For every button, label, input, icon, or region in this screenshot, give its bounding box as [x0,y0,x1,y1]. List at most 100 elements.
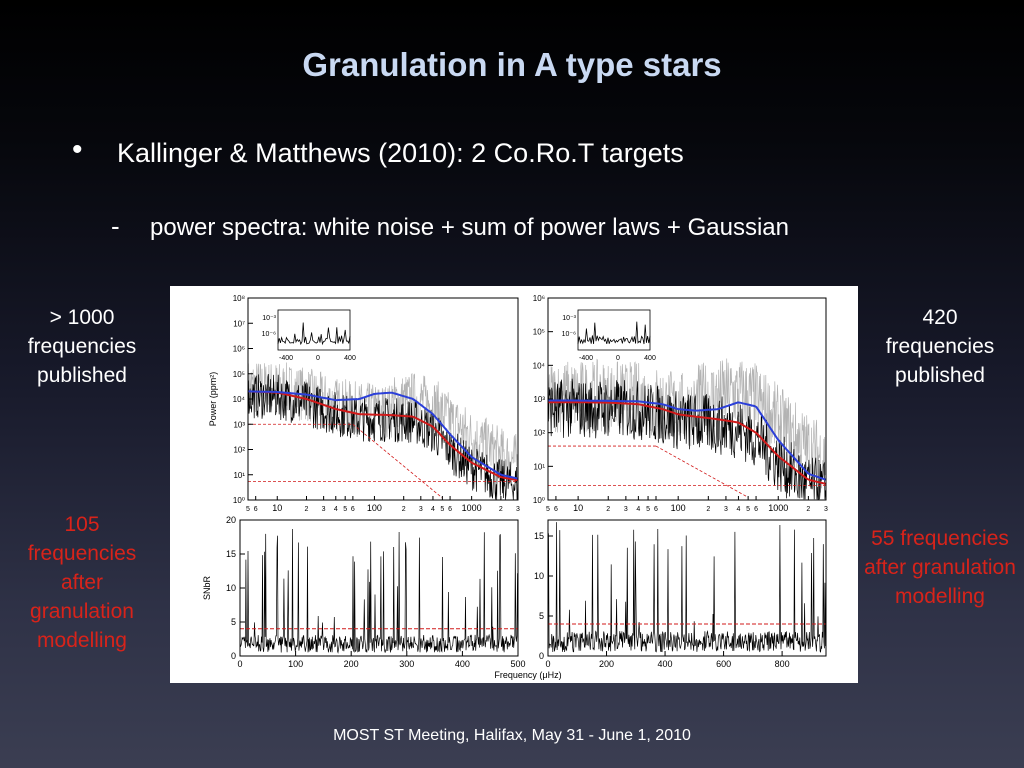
y-tick-label: 5 [539,611,544,621]
x-tick-label: 400 [455,659,470,669]
x-tick-label: 5 [746,506,750,513]
inset-y-label: 10⁻⁶ [262,331,276,338]
y-tick-label: 10 [534,571,544,581]
x-tick-label: 5 [246,506,250,513]
x-tick-label: 6 [754,506,758,513]
inset-y-label: 10⁻⁶ [562,331,576,338]
snr-spectrum-line [239,528,519,654]
x-tick-label: 1000 [768,503,788,513]
right-top-note: 420 frequencies published [885,306,995,387]
y-tick-label: 0 [231,651,236,661]
x-tick-label: 4 [431,506,435,513]
y-tick-label: 10⁶ [233,345,245,354]
x-tick-label: 3 [516,506,520,513]
x-tick-label: 200 [599,659,614,669]
y-tick-label: 10 [226,583,236,593]
x-tick-label: 5 [546,506,550,513]
x-tick-label: 200 [344,659,359,669]
x-tick-label: 5 [440,506,444,513]
x-tick-label: 0 [545,659,550,669]
x-tick-label: 6 [448,506,452,513]
y-tick-label: 10² [233,446,245,455]
y-tick-label: 20 [226,515,236,525]
figure-panel: 10⁰ 10¹ 10² 10³ 10⁴ 10⁵ 10⁶ 10⁷ 10⁸ 5 6 10 2 3 4 5 6 100 2… [170,286,858,683]
y-tick-label: 10¹ [233,471,245,480]
x-tick-label: 4 [334,506,338,513]
x-tick-label: 10 [272,503,282,513]
y-tick-label: 10³ [533,395,545,404]
x-tick-label: 600 [716,659,731,669]
y-tick-label: 10⁴ [233,395,246,404]
x-tick-label: 300 [399,659,414,669]
y-axis-label: Power (ppm²) [208,372,218,427]
x-tick-label: 500 [510,659,525,669]
model-fit-red-line [548,401,827,485]
y-tick-label: 10⁰ [233,496,245,505]
plot-frame [547,519,827,657]
inset-x-label: 400 [644,355,656,362]
y-tick-label: 0 [539,651,544,661]
subbullet-dash: - [111,211,120,241]
power-law-dashed-slope [655,445,749,498]
y-tick-label: 15 [534,531,544,541]
x-tick-label: 3 [824,506,828,513]
x-tick-label: 2 [606,506,610,513]
x-tick-label: 5 [343,506,347,513]
y-tick-label: 10¹ [533,462,545,471]
x-tick-label: 100 [367,503,382,513]
y-tick-label: 10⁵ [533,328,545,337]
x-tick-label: 10 [573,503,583,513]
plot-frame [239,519,519,657]
right-bottom-note: 55 frequencies after granulation modelli… [864,527,1016,608]
inset-frame [277,309,351,351]
y-tick-label: 5 [231,617,236,627]
bullet-dot: • [72,133,83,166]
y-tick-label: 10³ [233,420,245,429]
x-tick-label: 2 [499,506,503,513]
x-tick-label: 2 [305,506,309,513]
x-tick-label: 2 [706,506,710,513]
y-tick-label: 10⁴ [533,361,546,370]
subbullet-text: power spectra: white noise + sum of powe… [150,214,789,241]
x-tick-label: 3 [724,506,728,513]
y-tick-label: 10⁷ [233,319,245,328]
model-fit-blue-line [248,390,519,480]
bullet-text: Kallinger & Matthews (2010): 2 Co.Ro.T t… [117,138,684,168]
left-top-note: > 1000 frequencies published [27,306,137,387]
y-tick-label: 10⁵ [233,370,245,379]
x-tick-label: 800 [775,659,790,669]
x-axis-label: Frequency (μHz) [494,670,561,680]
x-tick-label: 2 [402,506,406,513]
residual-spectrum-line [547,378,827,500]
y-axis-label: SNbR [202,576,212,601]
y-tick-label: 15 [226,549,236,559]
x-tick-label: 4 [636,506,640,513]
y-tick-label: 10⁶ [533,294,545,303]
x-tick-label: 4 [736,506,740,513]
y-tick-label: 10⁸ [233,294,245,303]
model-fit-red-line [247,390,519,482]
y-tick-label: 10² [533,429,545,438]
x-tick-label: 3 [624,506,628,513]
slide-title: Granulation in A type stars [302,46,722,83]
x-tick-label: 100 [288,659,303,669]
x-tick-label: 3 [322,506,326,513]
inset-x-label: -400 [279,355,293,362]
footer-text: MOST ST Meeting, Halifax, May 31 - June … [333,727,691,744]
x-tick-label: 1000 [462,503,482,513]
residual-spectrum-line [247,374,519,500]
x-tick-label: 6 [654,506,658,513]
inset-x-label: -400 [579,355,593,362]
x-tick-label: 5 [646,506,650,513]
inset-y-label: 10⁻³ [562,315,576,322]
power-law-dashed-slope [352,423,443,499]
x-tick-label: 3 [419,506,423,513]
inset-y-label: 10⁻³ [262,315,276,322]
x-tick-label: 0 [237,659,242,669]
y-tick-label: 10⁰ [533,496,545,505]
inset-x-label: 400 [344,355,356,362]
x-tick-label: 6 [351,506,355,513]
snr-spectrum-line [547,522,827,653]
x-tick-label: 2 [806,506,810,513]
inset-frame [577,309,651,351]
